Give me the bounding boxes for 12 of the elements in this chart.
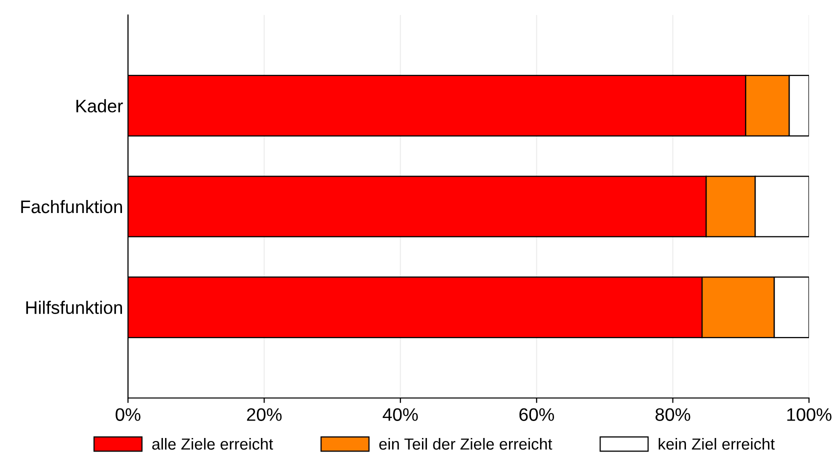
x-tick-label: 0%	[116, 408, 140, 421]
y-tick-label: Kader	[76, 99, 123, 112]
x-tick-label: 20%	[247, 408, 282, 421]
legend-label: kein Ziel erreicht	[658, 438, 775, 450]
y-tick-label: Hilfsfunktion	[26, 300, 122, 314]
x-tick-label: 100%	[787, 408, 832, 421]
legend-label: alle Ziele erreicht	[152, 438, 274, 450]
x-tick-label: 60%	[519, 408, 554, 421]
x-tick-label: 80%	[656, 408, 690, 421]
legend-label: ein Teil der Ziele erreicht	[379, 438, 552, 450]
y-tick-label: Fachfunktion	[21, 200, 122, 214]
x-tick-label: 40%	[382, 408, 418, 421]
